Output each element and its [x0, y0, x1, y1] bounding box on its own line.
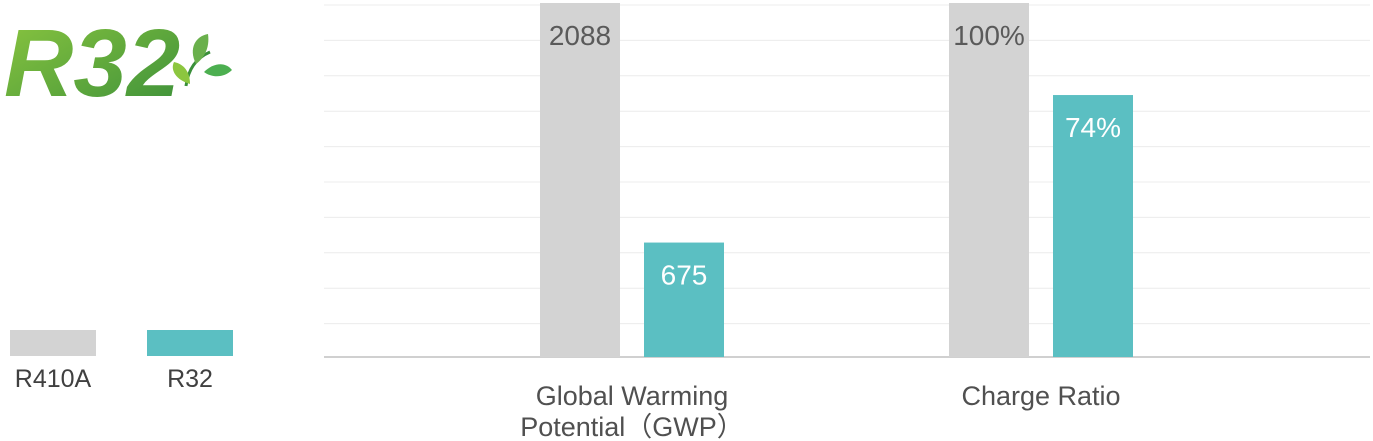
- bar-r32: [644, 242, 724, 357]
- bar-r32: [1053, 95, 1133, 357]
- data-label: 675: [661, 260, 708, 291]
- r32-logo: R32: [4, 10, 232, 110]
- category-label: Charge Ratio: [961, 381, 1120, 411]
- legend-swatch-r32: [147, 330, 233, 356]
- legend-swatch-r410a: [10, 330, 96, 356]
- bar-r410a: [949, 3, 1029, 357]
- gridlines: [324, 4, 1370, 358]
- category-label: Global Warming: [536, 381, 729, 411]
- data-label: 100%: [953, 20, 1025, 51]
- bar-r410a: [540, 3, 620, 357]
- logo-text: R32: [4, 10, 180, 110]
- category-label: Potential（GWP）: [520, 412, 744, 441]
- legend-label-r410a: R410A: [14, 365, 92, 393]
- legend-label-r32: R32: [167, 365, 213, 393]
- bars-layer: [540, 3, 1133, 357]
- data-label: 2088: [549, 20, 611, 51]
- data-label: 74%: [1065, 112, 1121, 143]
- leaf-icon: [172, 34, 232, 87]
